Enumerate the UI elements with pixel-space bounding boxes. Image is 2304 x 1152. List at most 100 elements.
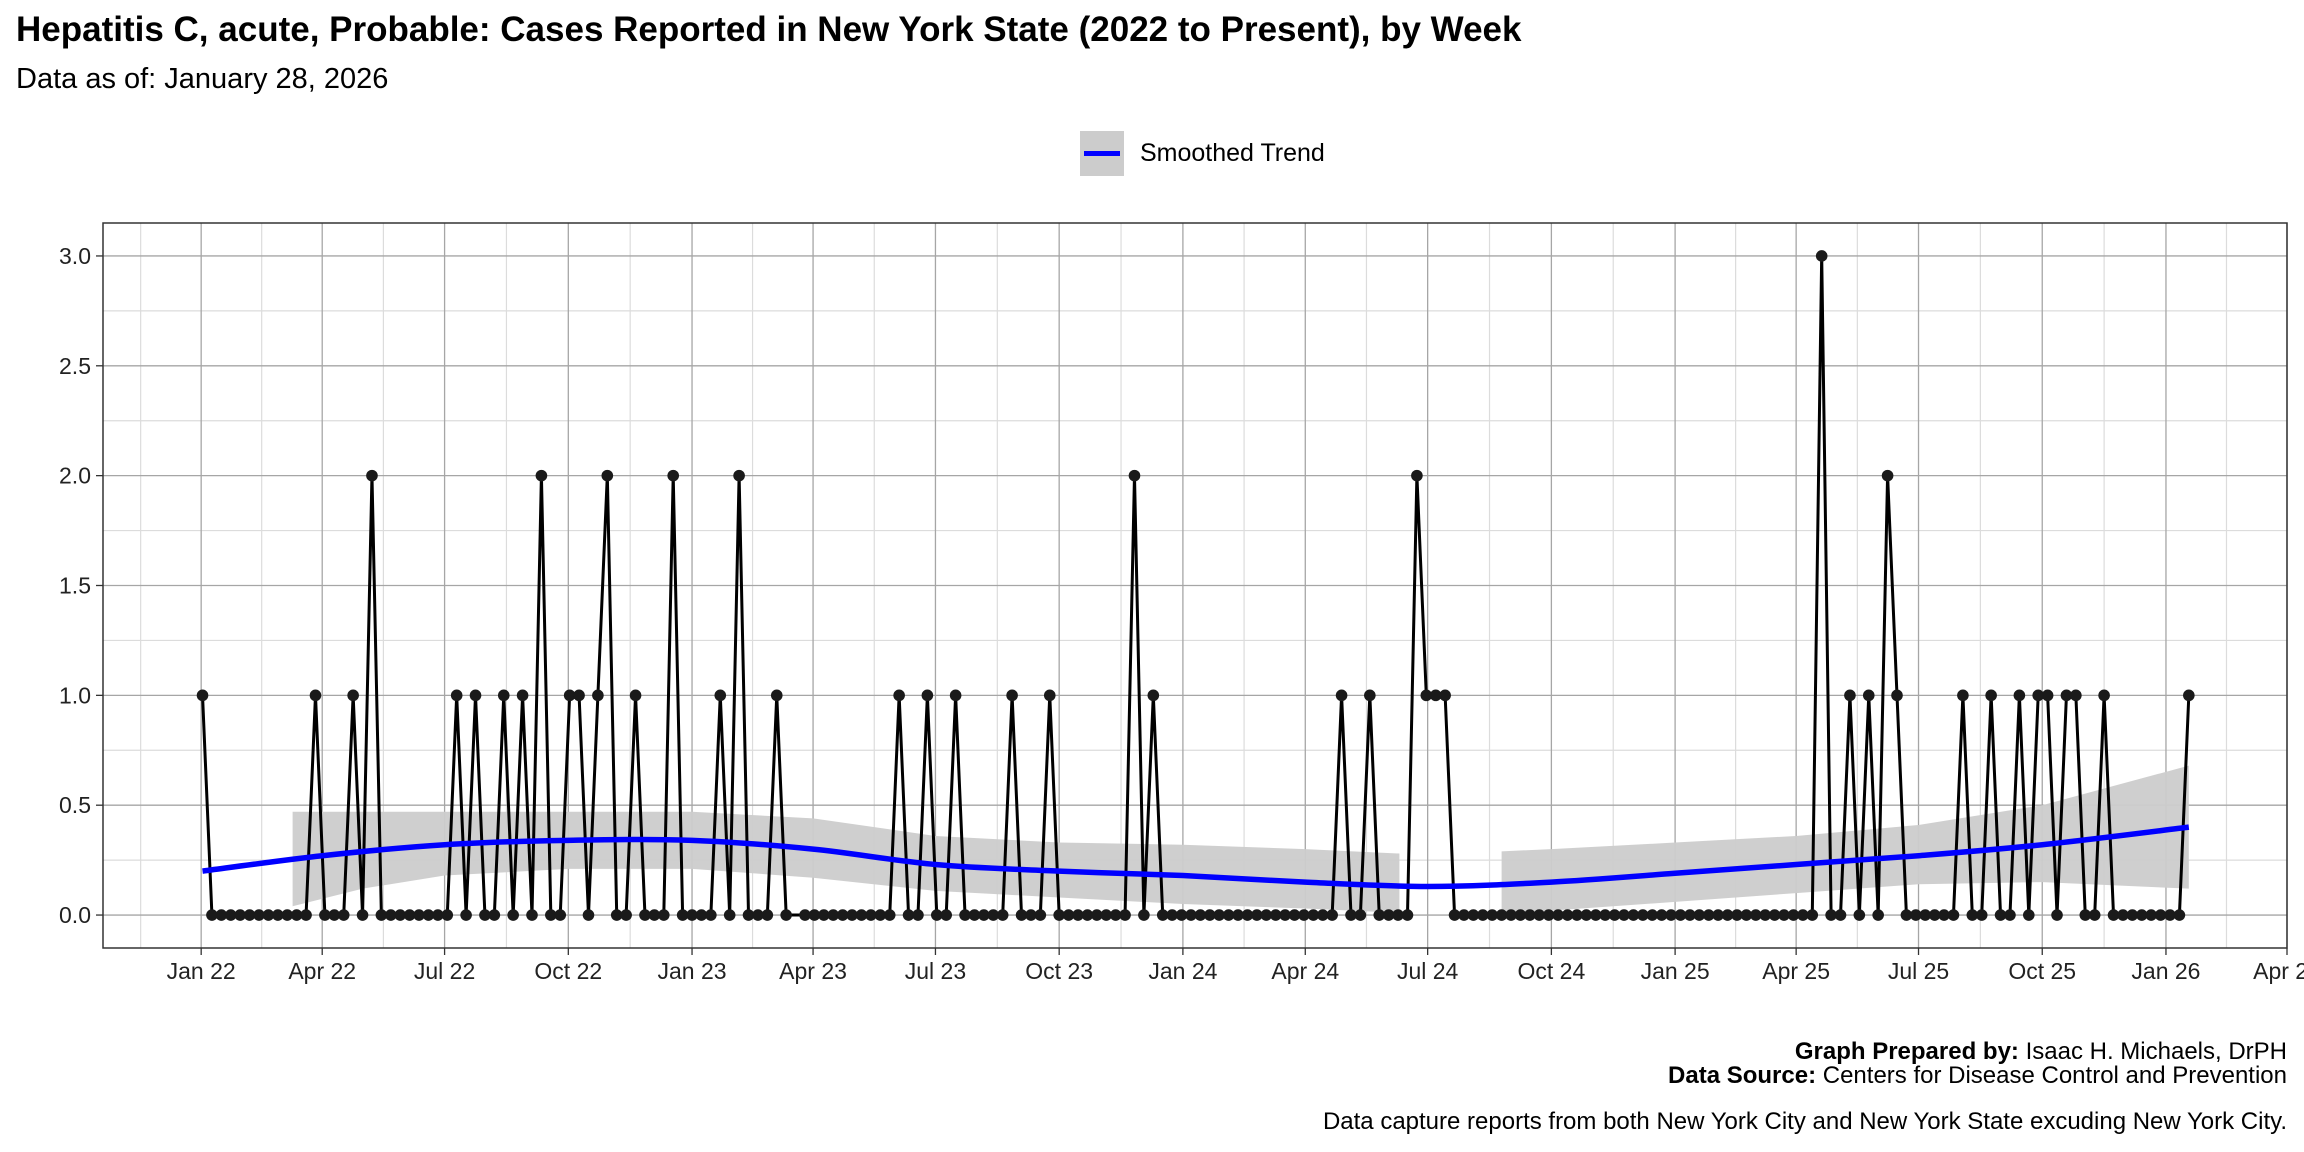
data-point	[639, 909, 651, 921]
data-point	[1862, 689, 1875, 702]
data-point	[1966, 909, 1979, 921]
data-point	[507, 909, 519, 921]
data-point	[761, 909, 774, 921]
data-point	[1721, 909, 1734, 921]
data-point	[488, 909, 501, 921]
data-point	[1495, 909, 1508, 921]
data-point	[2145, 909, 2157, 921]
data-point	[1693, 909, 1706, 921]
data-point	[582, 909, 595, 921]
data-point	[2164, 909, 2176, 921]
x-tick-label: Apr 23	[779, 958, 847, 984]
data-point	[846, 909, 858, 921]
data-point	[1072, 909, 1084, 921]
x-tick-label: Jul 22	[414, 958, 475, 984]
data-point	[1637, 909, 1649, 921]
data-point	[1326, 909, 1338, 921]
data-point	[629, 689, 642, 702]
legend-label: Smoothed Trend	[1140, 139, 1325, 167]
data-point	[770, 689, 783, 702]
footer-note: Data capture reports from both New York …	[1322, 1108, 2287, 1135]
data-point	[818, 909, 830, 921]
data-point	[752, 909, 764, 921]
data-point	[1458, 909, 1470, 921]
data-point	[610, 909, 623, 921]
data-point	[2154, 909, 2167, 921]
data-point	[686, 909, 698, 921]
data-point	[1674, 909, 1687, 921]
x-tick-label: Jan 24	[1148, 958, 1217, 984]
prepared-label: Graph Prepared by:	[1794, 1038, 2019, 1065]
data-point	[1279, 909, 1291, 921]
footer-prepared-by: Graph Prepared by: Isaac H. Michaels, Dr…	[1795, 1038, 2287, 1066]
data-point	[1109, 909, 1122, 921]
data-point	[1749, 909, 1762, 921]
data-point	[1486, 909, 1499, 921]
data-point	[799, 909, 811, 921]
data-point	[224, 909, 237, 921]
data-point	[1307, 909, 1320, 921]
y-tick-label: 0.0	[59, 902, 91, 928]
data-point	[2107, 909, 2120, 921]
data-point	[1938, 909, 1950, 921]
plot-marks	[196, 250, 2195, 921]
data-point	[1476, 909, 1489, 921]
data-point	[1844, 689, 1856, 702]
data-point	[1411, 469, 1423, 482]
data-point	[592, 689, 604, 702]
data-point	[1354, 909, 1367, 921]
data-point	[1881, 469, 1894, 482]
data-point	[780, 909, 792, 921]
x-tick-label: Oct 23	[1025, 958, 1093, 984]
data-point	[2183, 689, 2195, 702]
data-point	[535, 469, 548, 482]
data-point	[1580, 909, 1593, 921]
y-tick-label: 0.5	[59, 792, 91, 818]
data-point	[1655, 909, 1668, 921]
data-point	[1175, 909, 1188, 921]
data-point	[1213, 909, 1226, 921]
data-point	[1269, 909, 1282, 921]
data-point	[1185, 909, 1197, 921]
data-point	[1702, 909, 1715, 921]
x-tick-label: Apr 22	[288, 958, 356, 984]
data-point	[1834, 909, 1847, 921]
data-point	[1373, 909, 1386, 921]
data-point	[1241, 909, 1254, 921]
y-tick-label: 3.0	[59, 243, 91, 269]
confidence-ribbon	[292, 811, 1400, 913]
data-point	[1778, 909, 1790, 921]
data-point	[912, 909, 924, 921]
data-point	[2041, 689, 2054, 702]
data-point	[328, 909, 341, 921]
plot-panel-border	[102, 222, 2288, 949]
data-point	[1900, 909, 1913, 921]
data-point	[563, 689, 576, 702]
data-point	[1364, 689, 1376, 702]
x-tick-label: Jan 25	[1641, 958, 1710, 984]
data-point	[1533, 909, 1546, 921]
legend: Smoothed Trend	[1080, 131, 1325, 176]
data-point	[1156, 909, 1169, 921]
x-tick-label: Jan 23	[658, 958, 727, 984]
y-tick-label: 2.0	[59, 463, 91, 489]
data-point	[2173, 909, 2186, 921]
data-point	[2013, 689, 2026, 702]
data-point	[1505, 909, 1517, 921]
data-point	[940, 909, 953, 921]
data-point	[1797, 909, 1809, 921]
x-tick-label: Apr 26	[2253, 958, 2304, 984]
data-point	[1467, 909, 1480, 921]
data-point	[1034, 909, 1047, 921]
data-point	[272, 909, 284, 921]
data-point	[1448, 909, 1461, 921]
data-point	[290, 909, 303, 921]
data-point	[921, 689, 934, 702]
footer-data-source: Data Source: Centers for Disease Control…	[1668, 1062, 2287, 1090]
data-point	[667, 469, 680, 482]
data-point	[394, 909, 407, 921]
data-point	[422, 909, 435, 921]
data-point	[1665, 909, 1677, 921]
data-point	[827, 909, 840, 921]
data-point	[1891, 689, 1903, 702]
